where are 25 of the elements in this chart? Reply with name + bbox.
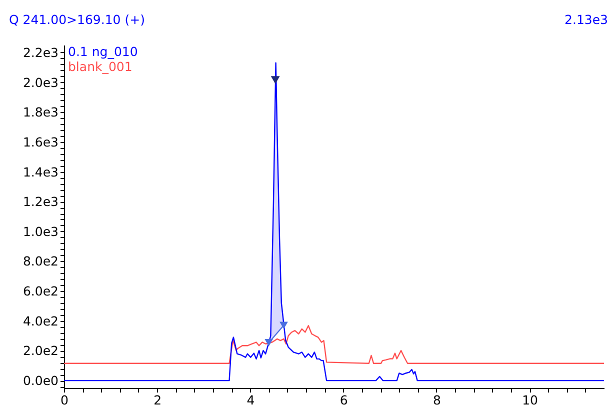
y-tick-label: 1.2e3 (22, 194, 58, 210)
x-tick-label: 8 (432, 392, 441, 405)
text: blank_001 (68, 59, 132, 74)
x-tick-label: 6 (340, 392, 348, 405)
y-tick-label: 2.0e2 (22, 343, 58, 358)
y-tick-label: 6.0e2 (22, 284, 58, 299)
x-tick-label: 10 (522, 392, 538, 405)
x-tick-label: 2 (154, 392, 162, 405)
y-tick-label: 0.0e0 (22, 373, 59, 388)
point (270, 76, 280, 84)
x-tick-label: 0 (60, 392, 69, 405)
y-tick-label: 2.2e3 (22, 44, 58, 60)
y-tick-label: 1.6e3 (22, 134, 58, 150)
y-tick-label: 8.0e2 (22, 254, 58, 269)
text: 0.1 ng_010 (68, 44, 138, 59)
y-tick-label: 4.0e2 (22, 313, 58, 328)
line-series (64, 62, 604, 382)
y-tick-label: 1.0e3 (22, 224, 58, 239)
chart-title: Q 241.00>169.10 (+) (9, 12, 145, 27)
y-tick-label: 1.8e3 (22, 104, 58, 120)
y-tick-label: 1.4e3 (22, 164, 58, 180)
text: 2.13e3 (564, 12, 608, 27)
x-tick-label: 4 (246, 392, 255, 405)
y-tick-label: 2.0e3 (22, 74, 58, 90)
line-series (64, 325, 604, 364)
